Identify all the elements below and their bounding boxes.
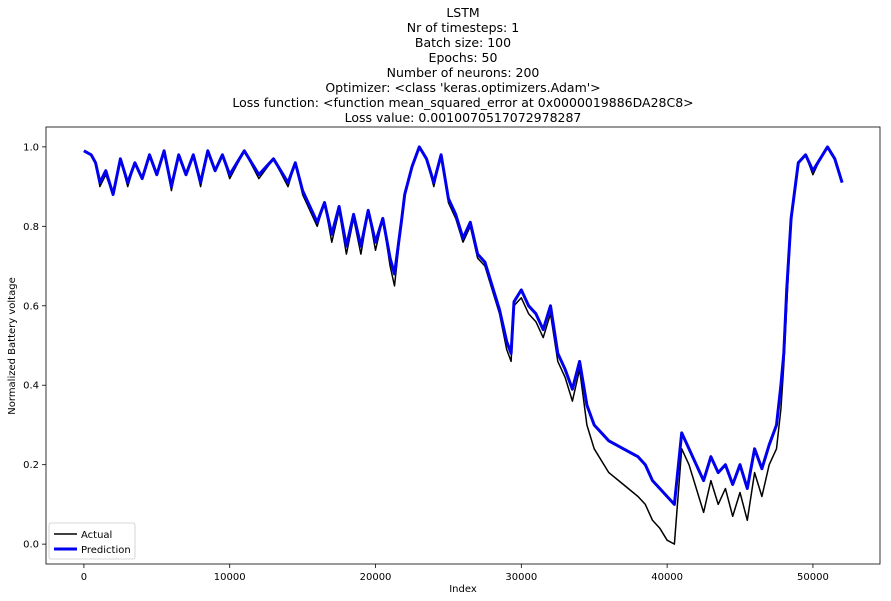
- legend-actual-label: Actual: [81, 530, 112, 541]
- series-group: [83, 145, 844, 545]
- legend-prediction-label: Prediction: [81, 545, 131, 556]
- y-tick-label: 1.0: [23, 142, 39, 153]
- y-tick-label: 0.0: [23, 540, 39, 551]
- series-line-prediction: [83, 145, 844, 506]
- y-tick-label: 0.4: [23, 381, 39, 392]
- y-axis: 0.0 0.2 0.4 0.6 0.8 1.0: [23, 142, 46, 551]
- title-line: Epochs: 50: [429, 50, 498, 65]
- title-line: Optimizer: <class 'keras.optimizers.Adam…: [325, 80, 600, 95]
- x-tick-label: 50000: [797, 572, 829, 583]
- y-axis-label: Normalized Battery voltage: [7, 277, 18, 414]
- title-line: Loss value: 0.0010070517072978287: [345, 110, 582, 125]
- x-axis-label: Index: [449, 584, 477, 595]
- title-line: Number of neurons: 200: [387, 65, 540, 80]
- plot-area: [45, 126, 881, 565]
- x-tick-label: 30000: [505, 572, 537, 583]
- y-tick-label: 0.2: [23, 460, 39, 471]
- y-tick-label: 0.8: [23, 222, 39, 233]
- title-line: Nr of timesteps: 1: [407, 20, 519, 35]
- title-line: Batch size: 100: [415, 35, 511, 50]
- x-tick-label: 0: [81, 572, 87, 583]
- x-tick-label: 20000: [360, 572, 392, 583]
- x-tick-label: 10000: [214, 572, 246, 583]
- title-line: LSTM: [446, 5, 479, 20]
- x-tick-label: 40000: [651, 572, 683, 583]
- title-line: Loss function: <function mean_squared_er…: [232, 95, 693, 110]
- x-axis: 0 10000 20000 30000 40000 50000: [81, 564, 829, 583]
- legend: Actual Prediction: [48, 522, 136, 560]
- y-tick-label: 0.6: [23, 301, 39, 312]
